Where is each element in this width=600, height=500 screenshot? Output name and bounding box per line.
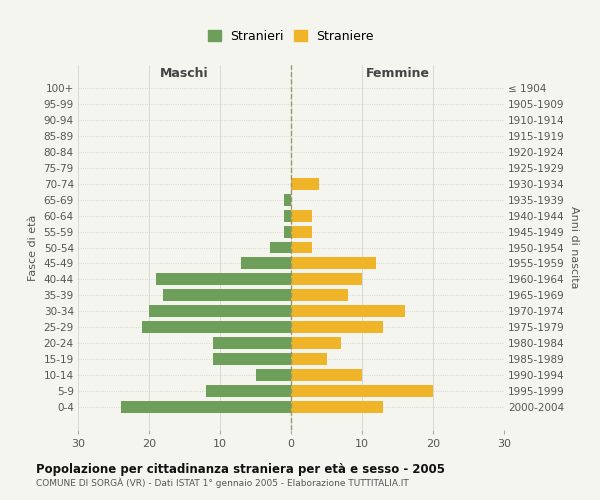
Bar — [284, 194, 291, 205]
Text: COMUNE DI SORGÀ (VR) - Dati ISTAT 1° gennaio 2005 - Elaborazione TUTTITALIA.IT: COMUNE DI SORGÀ (VR) - Dati ISTAT 1° gen… — [36, 478, 409, 488]
Bar — [291, 402, 383, 413]
Text: Femmine: Femmine — [365, 66, 430, 80]
Bar — [291, 354, 326, 366]
Bar — [291, 370, 362, 382]
Bar — [291, 210, 313, 222]
Bar — [291, 290, 348, 302]
Bar — [284, 210, 291, 222]
Bar — [291, 322, 383, 334]
Bar — [241, 258, 291, 270]
Bar — [213, 354, 291, 366]
Bar — [206, 386, 291, 398]
Bar — [291, 258, 376, 270]
Y-axis label: Anni di nascita: Anni di nascita — [569, 206, 579, 289]
Bar — [142, 322, 291, 334]
Bar — [163, 290, 291, 302]
Bar — [291, 226, 313, 237]
Bar — [284, 226, 291, 237]
Bar — [149, 306, 291, 318]
Bar — [291, 178, 319, 190]
Bar — [291, 306, 404, 318]
Bar — [291, 274, 362, 285]
Bar — [291, 242, 313, 254]
Text: Maschi: Maschi — [160, 66, 209, 80]
Bar — [291, 338, 341, 349]
Text: Popolazione per cittadinanza straniera per età e sesso - 2005: Popolazione per cittadinanza straniera p… — [36, 462, 445, 475]
Bar — [156, 274, 291, 285]
Y-axis label: Fasce di età: Fasce di età — [28, 214, 38, 280]
Bar — [256, 370, 291, 382]
Legend: Stranieri, Straniere: Stranieri, Straniere — [205, 28, 377, 46]
Bar — [270, 242, 291, 254]
Bar — [291, 386, 433, 398]
Bar — [213, 338, 291, 349]
Bar — [121, 402, 291, 413]
